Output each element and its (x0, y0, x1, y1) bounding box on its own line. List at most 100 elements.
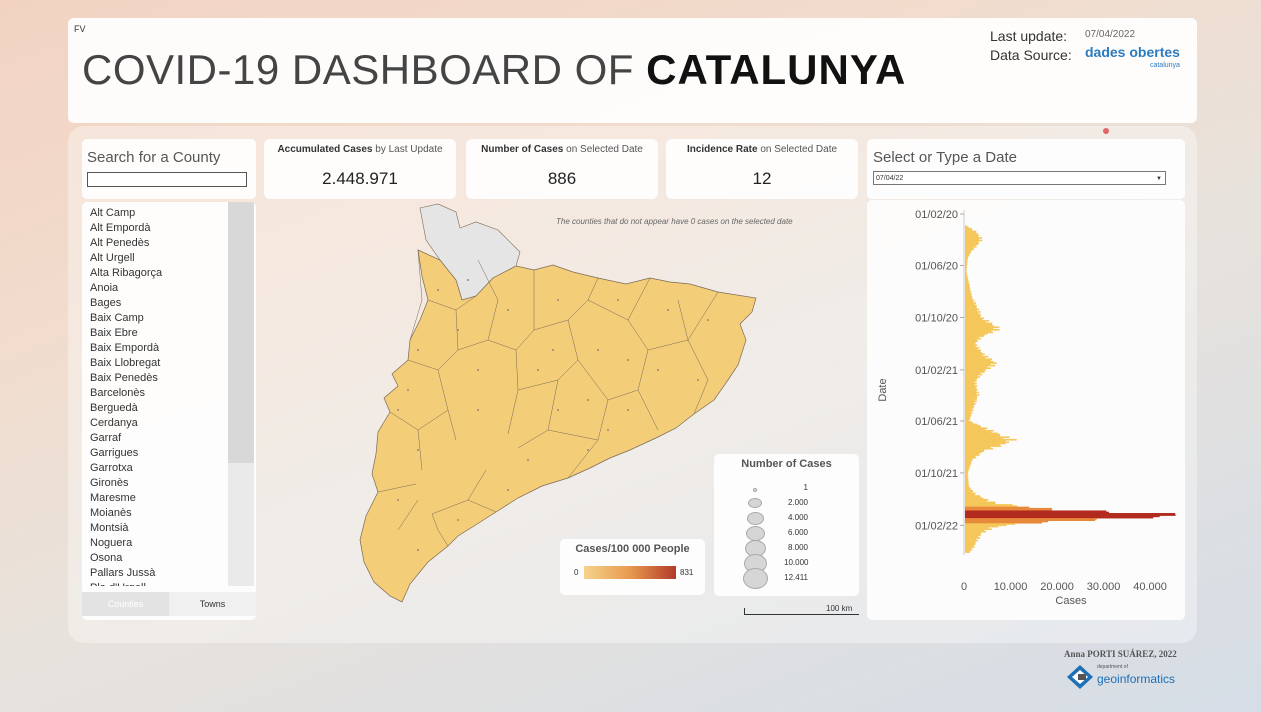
chart-bar[interactable] (965, 353, 985, 355)
chart-bar[interactable] (965, 336, 979, 339)
cases-marker[interactable] (417, 349, 419, 351)
chart-bar[interactable] (965, 479, 969, 482)
cases-marker[interactable] (437, 289, 439, 291)
cases-marker[interactable] (597, 349, 599, 351)
chart-bar[interactable] (965, 490, 974, 492)
chart-bar[interactable] (965, 225, 968, 228)
list-item[interactable]: Garrigues (90, 447, 139, 459)
chart-bar[interactable] (965, 267, 967, 270)
chart-bar[interactable] (965, 266, 968, 269)
chart-bar[interactable] (965, 405, 974, 408)
chart-bar[interactable] (965, 426, 982, 428)
chart-bar[interactable] (965, 429, 994, 432)
chart-bar[interactable] (965, 362, 997, 364)
chart-bar[interactable] (965, 355, 989, 358)
chart-bar[interactable] (965, 234, 980, 237)
list-item[interactable]: Baix Penedès (90, 372, 158, 384)
chart-bar[interactable] (965, 532, 982, 534)
cases-marker[interactable] (397, 409, 399, 411)
list-item[interactable]: Pallars Jussà (90, 567, 156, 579)
chart-bar[interactable] (965, 383, 975, 386)
chart-bar[interactable] (965, 484, 969, 487)
chart-bar[interactable] (965, 520, 1048, 523)
chart-bar[interactable] (965, 542, 976, 545)
chart-bar[interactable] (965, 303, 975, 306)
chart-bar[interactable] (965, 367, 991, 369)
chart-bar[interactable] (965, 360, 994, 363)
chart-bar[interactable] (965, 478, 969, 481)
chart-bar[interactable] (965, 534, 981, 537)
cases-marker[interactable] (627, 409, 629, 411)
chart-bar[interactable] (965, 363, 991, 366)
chart-bar[interactable] (965, 349, 981, 352)
chart-bar[interactable] (965, 276, 968, 279)
list-item[interactable]: Montsià (90, 522, 129, 534)
chart-bar[interactable] (965, 320, 990, 322)
list-item[interactable]: Alt Camp (90, 207, 136, 219)
chart-bar[interactable] (965, 406, 974, 409)
chart-bar[interactable] (965, 493, 975, 496)
chart-bar[interactable] (965, 403, 976, 405)
chart-bar[interactable] (965, 378, 977, 381)
chart-bar[interactable] (965, 289, 971, 292)
list-item[interactable]: Moianès (90, 507, 132, 519)
map-region-with-cases[interactable] (359, 249, 757, 603)
chart-bar[interactable] (965, 346, 980, 349)
chart-bar[interactable] (965, 368, 987, 371)
chart-bar[interactable] (965, 463, 972, 465)
chart-bar[interactable] (965, 364, 996, 367)
chart-bar[interactable] (965, 538, 977, 541)
chart-bar[interactable] (965, 369, 986, 372)
chart-bar[interactable] (965, 398, 978, 400)
chart-bar[interactable] (965, 510, 1107, 513)
search-input[interactable] (87, 172, 247, 187)
chart-bar[interactable] (965, 513, 1176, 515)
chart-bar[interactable] (965, 465, 971, 468)
chart-bar[interactable] (965, 455, 976, 458)
date-dropdown[interactable]: 07/04/22 ▼ (873, 171, 1166, 185)
chart-bar[interactable] (965, 337, 982, 340)
cases-marker[interactable] (537, 369, 539, 371)
cases-marker[interactable] (557, 299, 559, 301)
chart-bar[interactable] (965, 515, 1160, 518)
chart-bar[interactable] (965, 537, 981, 539)
chart-bar[interactable] (965, 399, 976, 401)
chart-bar[interactable] (965, 432, 998, 435)
chart-bar[interactable] (965, 541, 976, 543)
cases-marker[interactable] (627, 359, 629, 361)
chart-bar[interactable] (965, 509, 1052, 511)
chart-bar[interactable] (965, 467, 970, 469)
chart-bar[interactable] (965, 261, 968, 263)
cases-marker[interactable] (527, 459, 529, 461)
tab-counties[interactable]: Counties (82, 592, 169, 616)
scrollbar-thumb[interactable] (228, 202, 254, 463)
chart-bar[interactable] (965, 438, 1017, 441)
chart-bar[interactable] (965, 286, 971, 289)
chart-bar[interactable] (965, 389, 978, 391)
chart-bar[interactable] (965, 268, 967, 271)
cases-marker[interactable] (417, 549, 419, 551)
chart-bar[interactable] (965, 306, 977, 308)
chart-bar[interactable] (965, 482, 969, 484)
chart-bar[interactable] (965, 377, 978, 380)
chart-bar[interactable] (965, 245, 977, 248)
cases-marker[interactable] (417, 449, 419, 451)
list-item[interactable]: Osona (90, 552, 123, 564)
chart-bar[interactable] (965, 464, 970, 467)
dades-obertes-logo[interactable]: dades obertes catalunya (1085, 45, 1180, 72)
chart-bar[interactable] (965, 327, 994, 330)
chart-bar[interactable] (965, 252, 971, 254)
chart-bar[interactable] (965, 472, 969, 474)
chart-bar[interactable] (965, 322, 993, 325)
chart-bar[interactable] (965, 469, 969, 472)
chart-bar[interactable] (965, 474, 969, 477)
chart-bar[interactable] (965, 539, 979, 542)
chart-bar[interactable] (965, 243, 979, 246)
chart-bar[interactable] (965, 452, 980, 455)
chart-bar[interactable] (965, 500, 987, 502)
chart-bar[interactable] (965, 265, 967, 267)
chart-bar[interactable] (965, 408, 973, 410)
chart-bar[interactable] (965, 413, 971, 415)
chart-bar[interactable] (965, 309, 977, 312)
chart-bar[interactable] (965, 354, 983, 357)
